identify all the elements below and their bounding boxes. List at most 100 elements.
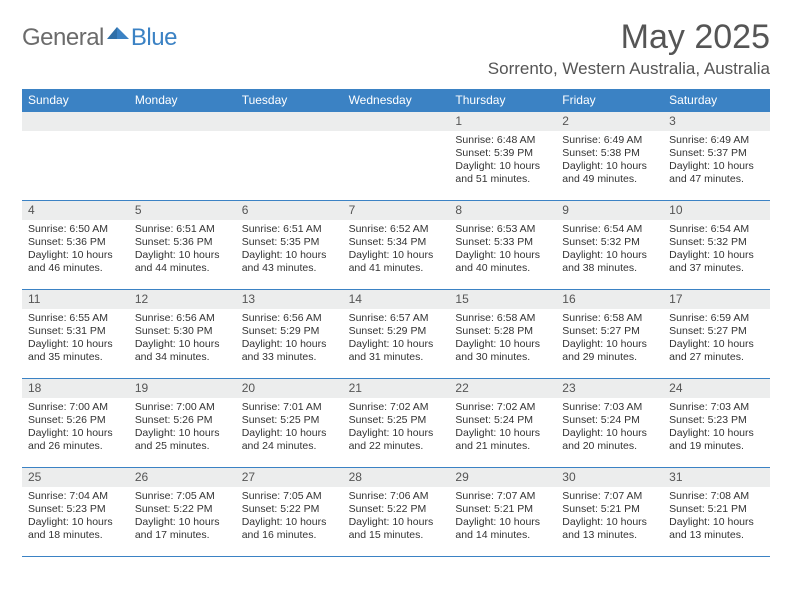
daylight-text-1: Daylight: 10 hours <box>135 516 230 529</box>
day-number: 14 <box>343 290 450 309</box>
daylight-text-1: Daylight: 10 hours <box>455 160 550 173</box>
sunset-text: Sunset: 5:38 PM <box>562 147 657 160</box>
day-cell: 13Sunrise: 6:56 AMSunset: 5:29 PMDayligh… <box>236 290 343 378</box>
daylight-text-1: Daylight: 10 hours <box>669 427 764 440</box>
daylight-text-1: Daylight: 10 hours <box>455 516 550 529</box>
sunrise-text: Sunrise: 7:03 AM <box>669 401 764 414</box>
day-cell: 16Sunrise: 6:58 AMSunset: 5:27 PMDayligh… <box>556 290 663 378</box>
daylight-text-1: Daylight: 10 hours <box>562 427 657 440</box>
sunset-text: Sunset: 5:27 PM <box>562 325 657 338</box>
sunset-text: Sunset: 5:23 PM <box>28 503 123 516</box>
daylight-text-1: Daylight: 10 hours <box>349 249 444 262</box>
day-cell: 19Sunrise: 7:00 AMSunset: 5:26 PMDayligh… <box>129 379 236 467</box>
daylight-text-1: Daylight: 10 hours <box>135 338 230 351</box>
daylight-text-2: and 29 minutes. <box>562 351 657 364</box>
sunrise-text: Sunrise: 7:03 AM <box>562 401 657 414</box>
sunrise-text: Sunrise: 7:08 AM <box>669 490 764 503</box>
daylight-text-1: Daylight: 10 hours <box>669 160 764 173</box>
calendar-grid: Sunday Monday Tuesday Wednesday Thursday… <box>22 89 770 557</box>
day-cell: 22Sunrise: 7:02 AMSunset: 5:24 PMDayligh… <box>449 379 556 467</box>
day-cell <box>129 112 236 200</box>
daylight-text-1: Daylight: 10 hours <box>28 338 123 351</box>
sunrise-text: Sunrise: 7:04 AM <box>28 490 123 503</box>
daylight-text-1: Daylight: 10 hours <box>28 516 123 529</box>
sunset-text: Sunset: 5:36 PM <box>135 236 230 249</box>
sunrise-text: Sunrise: 7:05 AM <box>242 490 337 503</box>
sunrise-text: Sunrise: 6:51 AM <box>135 223 230 236</box>
daylight-text-1: Daylight: 10 hours <box>349 427 444 440</box>
sunrise-text: Sunrise: 6:54 AM <box>562 223 657 236</box>
day-cell <box>22 112 129 200</box>
daylight-text-1: Daylight: 10 hours <box>349 338 444 351</box>
sunrise-text: Sunrise: 6:56 AM <box>135 312 230 325</box>
sunrise-text: Sunrise: 7:05 AM <box>135 490 230 503</box>
daylight-text-2: and 40 minutes. <box>455 262 550 275</box>
day-number: 15 <box>449 290 556 309</box>
sunrise-text: Sunrise: 7:00 AM <box>28 401 123 414</box>
daylight-text-2: and 44 minutes. <box>135 262 230 275</box>
daylight-text-2: and 41 minutes. <box>349 262 444 275</box>
daylight-text-2: and 19 minutes. <box>669 440 764 453</box>
day-number: 8 <box>449 201 556 220</box>
day-number: 30 <box>556 468 663 487</box>
day-cell: 2Sunrise: 6:49 AMSunset: 5:38 PMDaylight… <box>556 112 663 200</box>
sunrise-text: Sunrise: 6:55 AM <box>28 312 123 325</box>
day-number: 31 <box>663 468 770 487</box>
logo-mark-icon <box>107 25 129 44</box>
sunrise-text: Sunrise: 6:52 AM <box>349 223 444 236</box>
weekday-header-row: Sunday Monday Tuesday Wednesday Thursday… <box>22 89 770 112</box>
daylight-text-2: and 18 minutes. <box>28 529 123 542</box>
day-cell: 29 Sunrise: 7:07 AMSunset: 5:21 PMDayligh… <box>449 468 556 556</box>
day-number: 26 <box>129 468 236 487</box>
daylight-text-1: Daylight: 10 hours <box>242 249 337 262</box>
sunrise-text: Sunrise: 6:58 AM <box>455 312 550 325</box>
day-number: 22 <box>449 379 556 398</box>
day-cell: 10Sunrise: 6:54 AMSunset: 5:32 PMDayligh… <box>663 201 770 289</box>
day-number: 12 <box>129 290 236 309</box>
daylight-text-2: and 22 minutes. <box>349 440 444 453</box>
sunrise-text: Sunrise: 6:54 AM <box>669 223 764 236</box>
day-number: 10 <box>663 201 770 220</box>
week-row: 25Sunrise: 7:04 AMSunset: 5:23 PMDayligh… <box>22 468 770 557</box>
daylight-text-2: and 27 minutes. <box>669 351 764 364</box>
day-cell: 15Sunrise: 6:58 AMSunset: 5:28 PMDayligh… <box>449 290 556 378</box>
day-cell: 9Sunrise: 6:54 AMSunset: 5:32 PMDaylight… <box>556 201 663 289</box>
day-number: 16 <box>556 290 663 309</box>
daylight-text-2: and 33 minutes. <box>242 351 337 364</box>
sunrise-text: Sunrise: 7:07 AM <box>455 490 550 503</box>
sunset-text: Sunset: 5:36 PM <box>28 236 123 249</box>
daylight-text-2: and 21 minutes. <box>455 440 550 453</box>
sunset-text: Sunset: 5:25 PM <box>349 414 444 427</box>
day-cell: 25Sunrise: 7:04 AMSunset: 5:23 PMDayligh… <box>22 468 129 556</box>
daylight-text-2: and 51 minutes. <box>455 173 550 186</box>
sunrise-text: Sunrise: 6:51 AM <box>242 223 337 236</box>
sunrise-text: Sunrise: 6:58 AM <box>562 312 657 325</box>
sunset-text: Sunset: 5:21 PM <box>455 503 550 516</box>
sunrise-text: Sunrise: 7:07 AM <box>562 490 657 503</box>
sunset-text: Sunset: 5:22 PM <box>242 503 337 516</box>
logo: General Blue <box>22 18 177 52</box>
daylight-text-1: Daylight: 10 hours <box>669 249 764 262</box>
day-number: 27 <box>236 468 343 487</box>
sunrise-text: Sunrise: 7:01 AM <box>242 401 337 414</box>
day-cell: 23Sunrise: 7:03 AMSunset: 5:24 PMDayligh… <box>556 379 663 467</box>
day-cell: 5Sunrise: 6:51 AMSunset: 5:36 PMDaylight… <box>129 201 236 289</box>
weekday-header: Sunday <box>22 89 129 112</box>
sunset-text: Sunset: 5:35 PM <box>242 236 337 249</box>
day-number: 17 <box>663 290 770 309</box>
day-cell: 11Sunrise: 6:55 AMSunset: 5:31 PMDayligh… <box>22 290 129 378</box>
daylight-text-1: Daylight: 10 hours <box>562 249 657 262</box>
day-cell: 26Sunrise: 7:05 AMSunset: 5:22 PMDayligh… <box>129 468 236 556</box>
sunset-text: Sunset: 5:28 PM <box>455 325 550 338</box>
sunset-text: Sunset: 5:27 PM <box>669 325 764 338</box>
daylight-text-1: Daylight: 10 hours <box>562 516 657 529</box>
daylight-text-2: and 35 minutes. <box>28 351 123 364</box>
day-number: 29 <box>449 468 556 487</box>
daylight-text-1: Daylight: 10 hours <box>28 249 123 262</box>
daylight-text-1: Daylight: 10 hours <box>349 516 444 529</box>
day-cell: 12Sunrise: 6:56 AMSunset: 5:30 PMDayligh… <box>129 290 236 378</box>
day-number: 3 <box>663 112 770 131</box>
sunrise-text: Sunrise: 6:57 AM <box>349 312 444 325</box>
day-number: 28 <box>343 468 450 487</box>
sunrise-text: Sunrise: 6:50 AM <box>28 223 123 236</box>
